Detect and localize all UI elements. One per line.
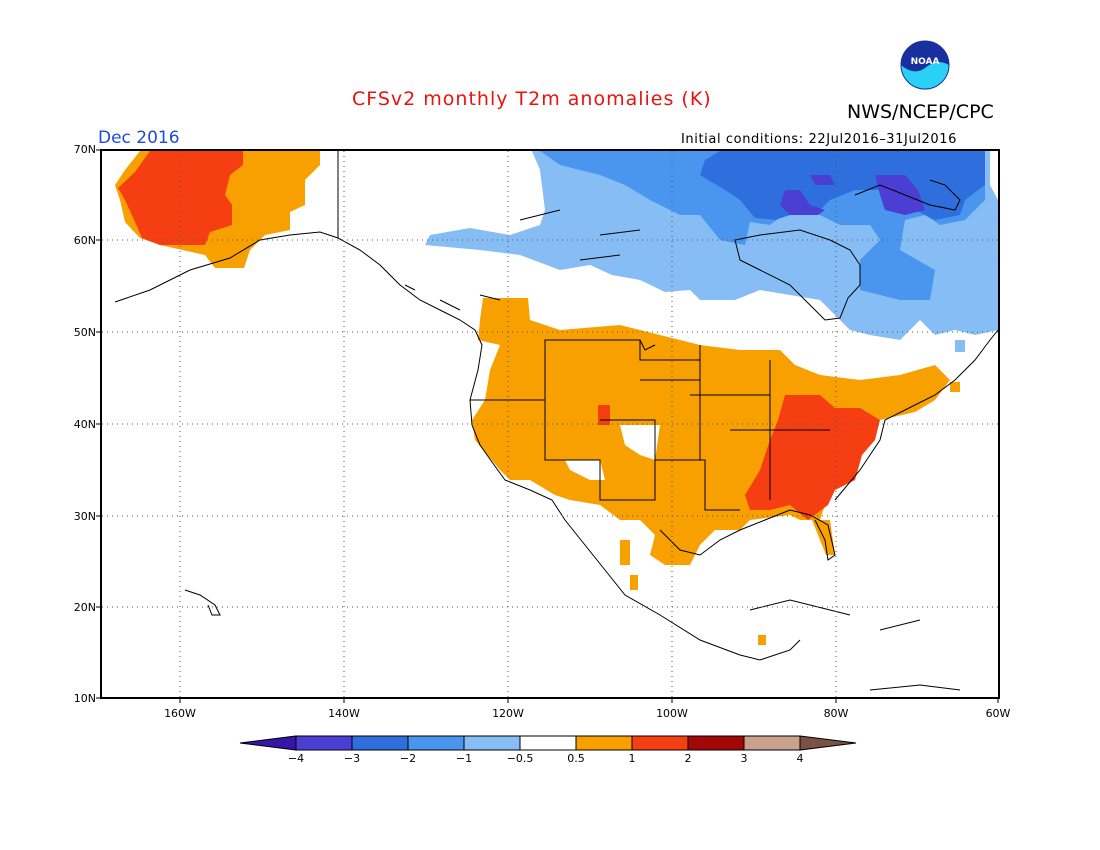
alaska-hot-patch — [118, 151, 243, 245]
canada-cold-patch — [780, 175, 925, 215]
lon-label: 60W — [985, 707, 1011, 720]
anomaly-shading — [115, 151, 998, 645]
colorbar-label: 1 — [628, 752, 636, 765]
mexico-warm-patch — [620, 540, 638, 590]
colorbar-segment — [799, 735, 857, 751]
graticule — [102, 151, 998, 697]
lon-label: 120W — [492, 707, 524, 720]
colorbar-label: 2 — [684, 752, 692, 765]
colorbar-segment — [295, 735, 353, 751]
nm-hot-patch — [598, 405, 610, 425]
colorbar — [239, 735, 857, 751]
warm-gap-patch — [565, 425, 660, 480]
coastlines — [114, 151, 999, 691]
logo-text: NOAA — [911, 57, 940, 67]
colorbar-label: −3 — [343, 752, 361, 765]
colorbar-segment — [351, 735, 409, 751]
lat-label: 40N — [73, 418, 96, 431]
lat-label: 20N — [73, 601, 96, 614]
axis-ticks — [96, 149, 999, 703]
colorbar-label: −1 — [455, 752, 473, 765]
lon-label: 80W — [823, 707, 849, 720]
lon-label: 140W — [328, 707, 360, 720]
noaa-logo: NOAA — [900, 40, 950, 90]
lat-label: 30N — [73, 510, 96, 523]
colorbar-label: −4 — [287, 752, 305, 765]
map-title: CFSv2 monthly T2m anomalies (K) — [352, 88, 712, 110]
colorbar-segment — [575, 735, 633, 751]
us-warm-patch — [472, 298, 950, 565]
ca-warm-patch — [758, 635, 766, 645]
colorbar-segment — [743, 735, 801, 751]
initial-conditions: Initial conditions: 22Jul2016–31Jul2016 — [681, 132, 958, 147]
us-hot-patch — [745, 395, 880, 520]
agency-label: NWS/NCEP/CPC — [847, 101, 994, 123]
lon-label: 160W — [164, 707, 196, 720]
colorbar-segment — [407, 735, 465, 751]
forecast-month: Dec 2016 — [98, 128, 180, 148]
lat-label: 10N — [73, 692, 96, 705]
lon-label: 100W — [656, 707, 688, 720]
ne-warm-patch — [950, 382, 960, 392]
colorbar-segment — [631, 735, 689, 751]
lat-label: 70N — [73, 143, 96, 156]
colorbar-segment — [519, 735, 577, 751]
colorbar-label: 4 — [796, 752, 804, 765]
lat-label: 60N — [73, 234, 96, 247]
nf-cool-patch — [955, 340, 965, 352]
lat-label: 50N — [73, 326, 96, 339]
colorbar-label: −2 — [399, 752, 417, 765]
colorbar-label: −0.5 — [506, 752, 534, 765]
colorbar-label: 3 — [740, 752, 748, 765]
colorbar-segment — [239, 735, 297, 751]
colorbar-label: 0.5 — [567, 752, 585, 765]
colorbar-segment — [687, 735, 745, 751]
colorbar-segment — [463, 735, 521, 751]
